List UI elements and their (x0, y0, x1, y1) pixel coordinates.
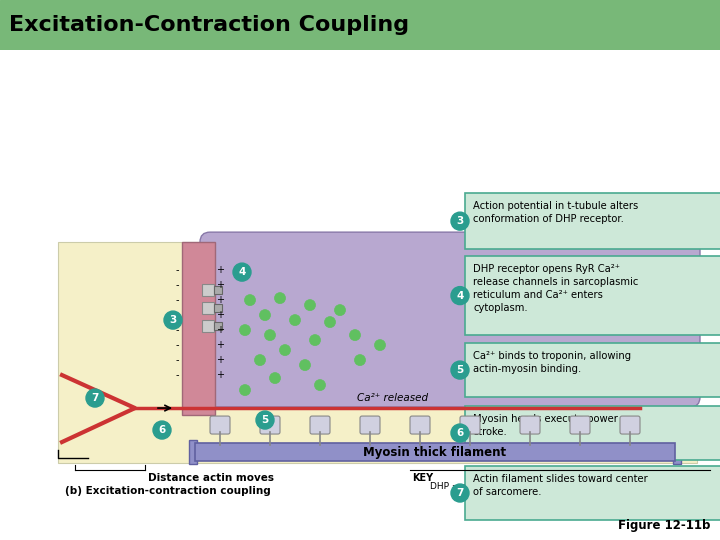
Circle shape (254, 355, 266, 366)
Text: +: + (216, 310, 224, 320)
FancyBboxPatch shape (465, 256, 720, 335)
Bar (202, 284, 214, 296)
Circle shape (349, 329, 361, 341)
FancyBboxPatch shape (210, 416, 230, 434)
Circle shape (164, 311, 182, 329)
Circle shape (451, 212, 469, 230)
Text: +: + (216, 340, 224, 350)
Bar (182, 242, 215, 415)
Bar (214, 286, 222, 294)
Circle shape (451, 424, 469, 442)
Circle shape (335, 305, 346, 315)
Circle shape (325, 316, 336, 328)
FancyBboxPatch shape (310, 416, 330, 434)
Text: 3: 3 (169, 315, 176, 325)
FancyBboxPatch shape (465, 406, 720, 460)
Circle shape (256, 411, 274, 429)
Bar (202, 302, 214, 314)
FancyBboxPatch shape (200, 232, 700, 407)
Circle shape (374, 340, 385, 350)
Bar (58, 242, 697, 463)
Text: -: - (175, 340, 179, 350)
Circle shape (240, 384, 251, 396)
Bar (202, 320, 214, 332)
Circle shape (289, 315, 300, 326)
Text: -: - (175, 370, 179, 380)
Text: Excitation-Contraction Coupling: Excitation-Contraction Coupling (9, 15, 409, 35)
Bar (214, 322, 222, 330)
Circle shape (269, 373, 281, 383)
Text: 3: 3 (456, 216, 464, 226)
FancyBboxPatch shape (570, 416, 590, 434)
Circle shape (305, 300, 315, 310)
FancyBboxPatch shape (465, 193, 720, 249)
Text: 4: 4 (456, 291, 464, 301)
Text: Ca²⁺ binds to troponin, allowing
actin-myosin binding.: Ca²⁺ binds to troponin, allowing actin-m… (473, 351, 631, 374)
Text: Ca²⁺ released: Ca²⁺ released (357, 393, 428, 403)
FancyBboxPatch shape (465, 343, 720, 397)
FancyBboxPatch shape (520, 416, 540, 434)
Text: KEY: KEY (412, 473, 433, 483)
Text: (b) Excitation-contraction coupling: (b) Excitation-contraction coupling (65, 486, 271, 496)
FancyBboxPatch shape (260, 416, 280, 434)
Text: -: - (175, 325, 179, 335)
Text: 6: 6 (456, 428, 464, 438)
Circle shape (86, 389, 104, 407)
Circle shape (245, 295, 256, 306)
Circle shape (233, 263, 251, 281)
Circle shape (240, 325, 251, 335)
Text: +: + (216, 370, 224, 380)
Text: +: + (216, 355, 224, 365)
Text: -: - (175, 265, 179, 275)
Circle shape (451, 287, 469, 305)
Circle shape (300, 360, 310, 370)
Circle shape (264, 329, 276, 341)
Text: 4: 4 (238, 267, 246, 277)
Text: Action potential in t-tubule alters
conformation of DHP receptor.: Action potential in t-tubule alters conf… (473, 201, 638, 224)
Text: -: - (175, 310, 179, 320)
FancyBboxPatch shape (460, 416, 480, 434)
Text: 6: 6 (158, 425, 166, 435)
Circle shape (259, 309, 271, 321)
Text: Figure 12-11b: Figure 12-11b (618, 519, 710, 532)
Text: DHP = dihydropyridine L-type calcium channel: DHP = dihydropyridine L-type calcium cha… (430, 482, 642, 491)
Circle shape (153, 421, 171, 439)
Text: +: + (216, 265, 224, 275)
Bar (214, 304, 222, 312)
FancyBboxPatch shape (195, 443, 675, 461)
Text: 7: 7 (91, 393, 99, 403)
Bar (189, 440, 197, 464)
Text: DHP receptor opens RyR Ca²⁺
release channels in sarcoplasmic
reticulum and Ca²⁺ : DHP receptor opens RyR Ca²⁺ release chan… (473, 264, 639, 313)
Text: Actin filament slides toward center
of sarcomere.: Actin filament slides toward center of s… (473, 474, 648, 497)
FancyBboxPatch shape (410, 416, 430, 434)
Circle shape (354, 355, 366, 366)
Circle shape (451, 361, 469, 379)
Text: RyR = ryanodine receptor-channel: RyR = ryanodine receptor-channel (590, 482, 720, 491)
Circle shape (315, 380, 325, 390)
FancyBboxPatch shape (465, 466, 720, 520)
Circle shape (279, 345, 290, 355)
Text: Myosin heads execute power
stroke.: Myosin heads execute power stroke. (473, 414, 618, 437)
Text: Myosin thick filament: Myosin thick filament (364, 446, 507, 458)
Text: +: + (216, 325, 224, 335)
FancyBboxPatch shape (620, 416, 640, 434)
Text: +: + (216, 295, 224, 305)
Text: Distance actin moves: Distance actin moves (148, 473, 274, 483)
Text: -: - (175, 295, 179, 305)
Text: 7: 7 (456, 488, 464, 498)
Text: -: - (175, 355, 179, 365)
Text: 5: 5 (456, 365, 464, 375)
Text: -: - (175, 280, 179, 290)
Bar (673, 440, 681, 464)
Circle shape (451, 484, 469, 502)
Text: 5: 5 (261, 415, 269, 425)
FancyBboxPatch shape (360, 416, 380, 434)
Circle shape (310, 335, 320, 346)
Text: +: + (216, 280, 224, 290)
Circle shape (274, 293, 286, 303)
